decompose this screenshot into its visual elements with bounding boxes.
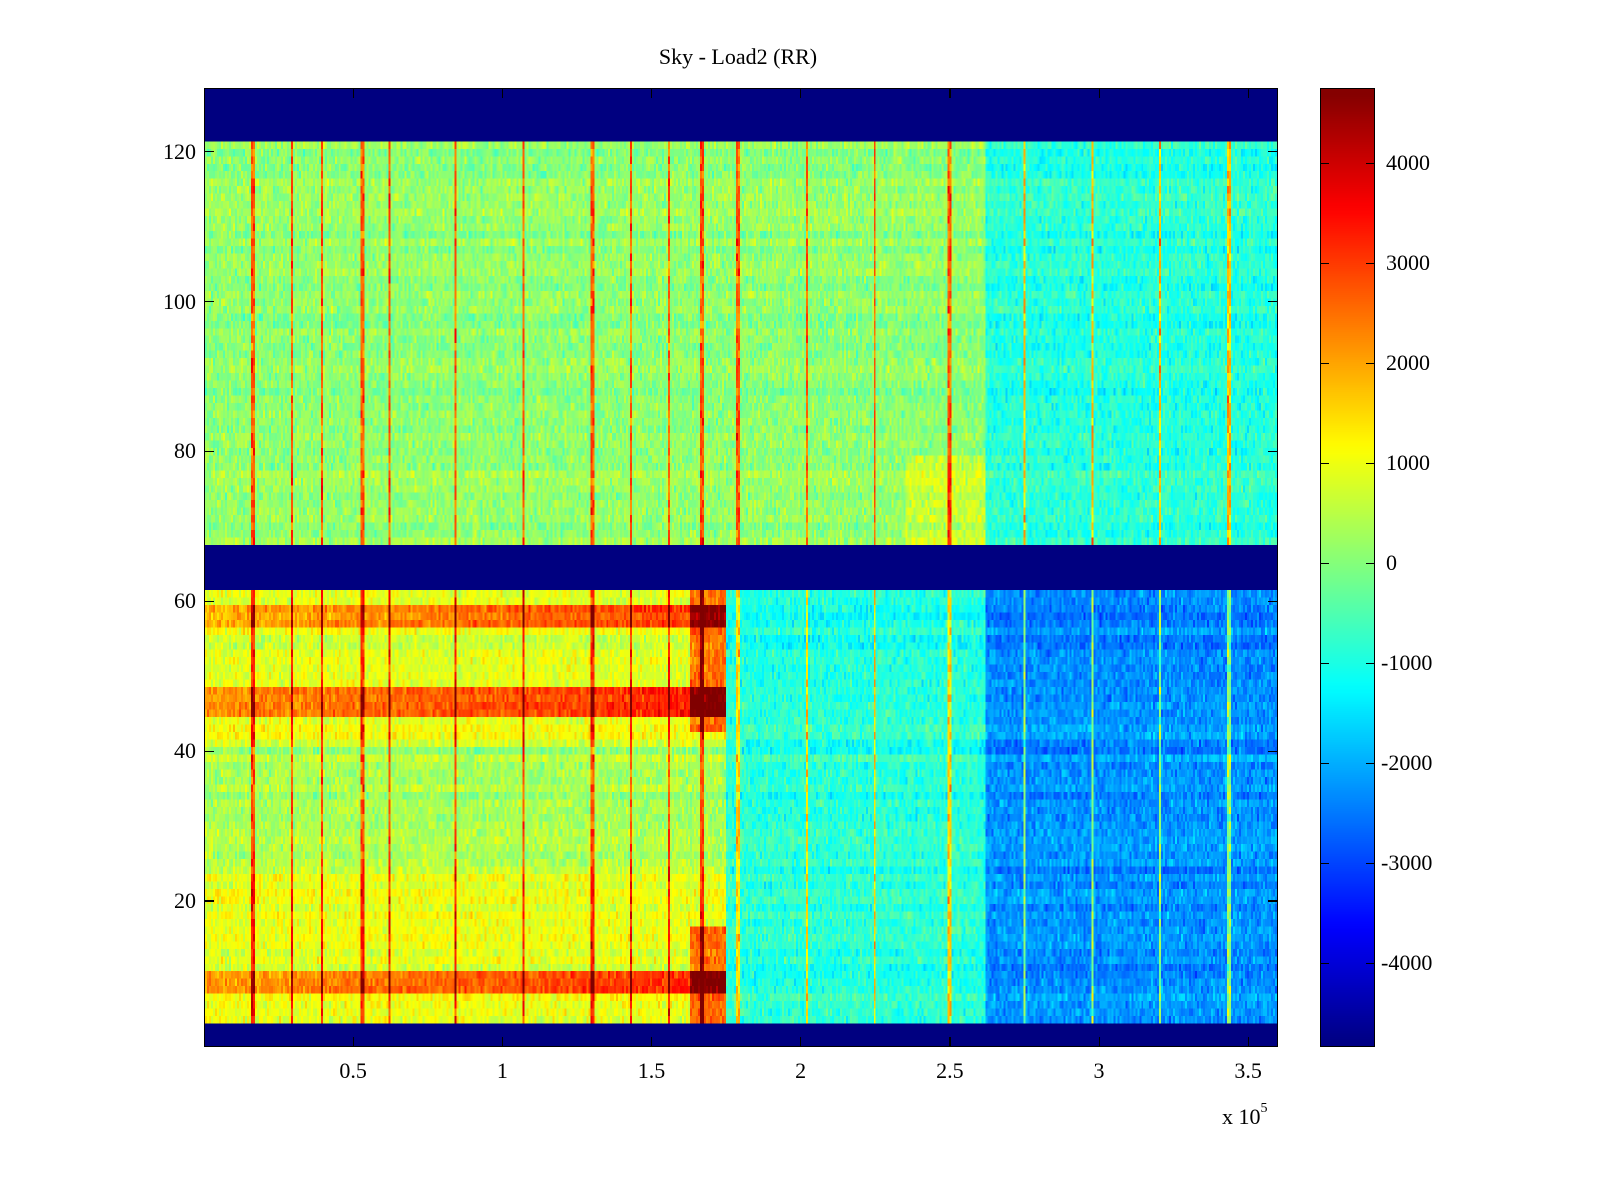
x-tick-label: 1.5: [637, 1058, 666, 1083]
y-tick-mark: [1268, 301, 1278, 303]
colorbar-tick-mark: [1320, 362, 1329, 364]
x-tick-mark: [651, 1037, 653, 1047]
colorbar-tick-label: 2000: [1386, 350, 1430, 375]
y-tick-mark: [1268, 151, 1278, 153]
x-tick-label: 0.5: [339, 1058, 367, 1083]
x-tick-mark: [800, 1037, 802, 1047]
colorbar-tick-mark: [1366, 562, 1375, 564]
x-tick-mark: [949, 88, 951, 98]
colorbar-tick-mark: [1366, 862, 1375, 864]
plot-area: [204, 88, 1278, 1047]
y-tick-mark: [204, 900, 214, 902]
colorbar-tick-label: -1000: [1381, 650, 1433, 675]
colorbar-tick-mark: [1366, 962, 1375, 964]
y-tick-mark: [1268, 600, 1278, 602]
y-tick-label: 120: [163, 138, 196, 164]
x-tick-mark: [501, 88, 504, 98]
colorbar-tick-label: -4000: [1381, 950, 1433, 975]
colorbar-tick-mark: [1366, 162, 1375, 164]
colorbar-gradient: [1321, 89, 1374, 1046]
x-tick-mark: [1247, 1037, 1249, 1047]
y-tick-mark: [204, 301, 214, 303]
colorbar-tick-mark: [1320, 162, 1329, 164]
x-multiplier-exponent: 5: [1260, 1100, 1268, 1116]
colorbar-tick-mark: [1320, 562, 1329, 564]
x-tick-mark: [1098, 1037, 1100, 1047]
x-tick-mark: [1098, 88, 1100, 98]
x-tick-label: 2.5: [936, 1058, 964, 1083]
colorbar-tick-mark: [1320, 962, 1329, 964]
y-tick-mark: [204, 600, 214, 602]
colorbar-tick-mark: [1366, 462, 1375, 464]
colorbar-tick-mark: [1366, 262, 1375, 264]
colorbar-tick-mark: [1366, 762, 1375, 764]
y-tick-label: 80: [174, 438, 196, 464]
y-tick-mark: [1268, 750, 1278, 752]
colorbar-tick-label: 4000: [1386, 150, 1430, 175]
colorbar-tick-mark: [1320, 762, 1329, 764]
colorbar-tick-label: -3000: [1381, 850, 1433, 875]
colorbar-tick-mark: [1366, 662, 1375, 664]
x-tick-mark: [800, 88, 802, 98]
colorbar-tick-mark: [1366, 362, 1375, 364]
colorbar-tick-label: 1000: [1386, 450, 1430, 475]
colorbar-tick-mark: [1320, 462, 1329, 464]
y-tick-label: 20: [174, 887, 196, 913]
x-tick-label: 2: [795, 1058, 807, 1083]
y-tick-label: 40: [174, 738, 196, 764]
y-tick-mark: [204, 151, 214, 153]
x-tick-mark: [651, 88, 653, 98]
y-tick-mark: [1268, 450, 1278, 453]
chart-title: Sky - Load2 (RR): [658, 44, 818, 69]
x-tick-label: 1: [496, 1058, 508, 1083]
colorbar-tick-mark: [1320, 662, 1329, 664]
x-tick-label: 3: [1093, 1058, 1105, 1083]
colorbar-tick-label: -2000: [1381, 750, 1433, 775]
colorbar-tick-mark: [1320, 262, 1329, 264]
y-tick-mark: [204, 750, 214, 752]
y-tick-mark: [1268, 900, 1278, 902]
x-tick-mark: [352, 1037, 354, 1047]
x-tick-mark: [501, 1037, 504, 1047]
x-tick-mark: [1247, 88, 1249, 98]
x-tick-mark: [352, 88, 354, 98]
colorbar-tick-label: 3000: [1386, 250, 1430, 275]
x-tick-mark: [949, 1037, 951, 1047]
x-axis-multiplier: x 105: [1222, 1100, 1268, 1130]
y-tick-mark: [204, 450, 214, 453]
heatmap-image: [205, 89, 1277, 1046]
x-multiplier-base: x 10: [1222, 1104, 1261, 1129]
colorbar: [1320, 88, 1375, 1047]
x-tick-label: 3.5: [1234, 1058, 1262, 1083]
y-tick-label: 100: [163, 288, 196, 314]
y-tick-label: 60: [174, 588, 196, 614]
colorbar-tick-mark: [1320, 862, 1329, 864]
colorbar-tick-label: 0: [1386, 550, 1397, 575]
